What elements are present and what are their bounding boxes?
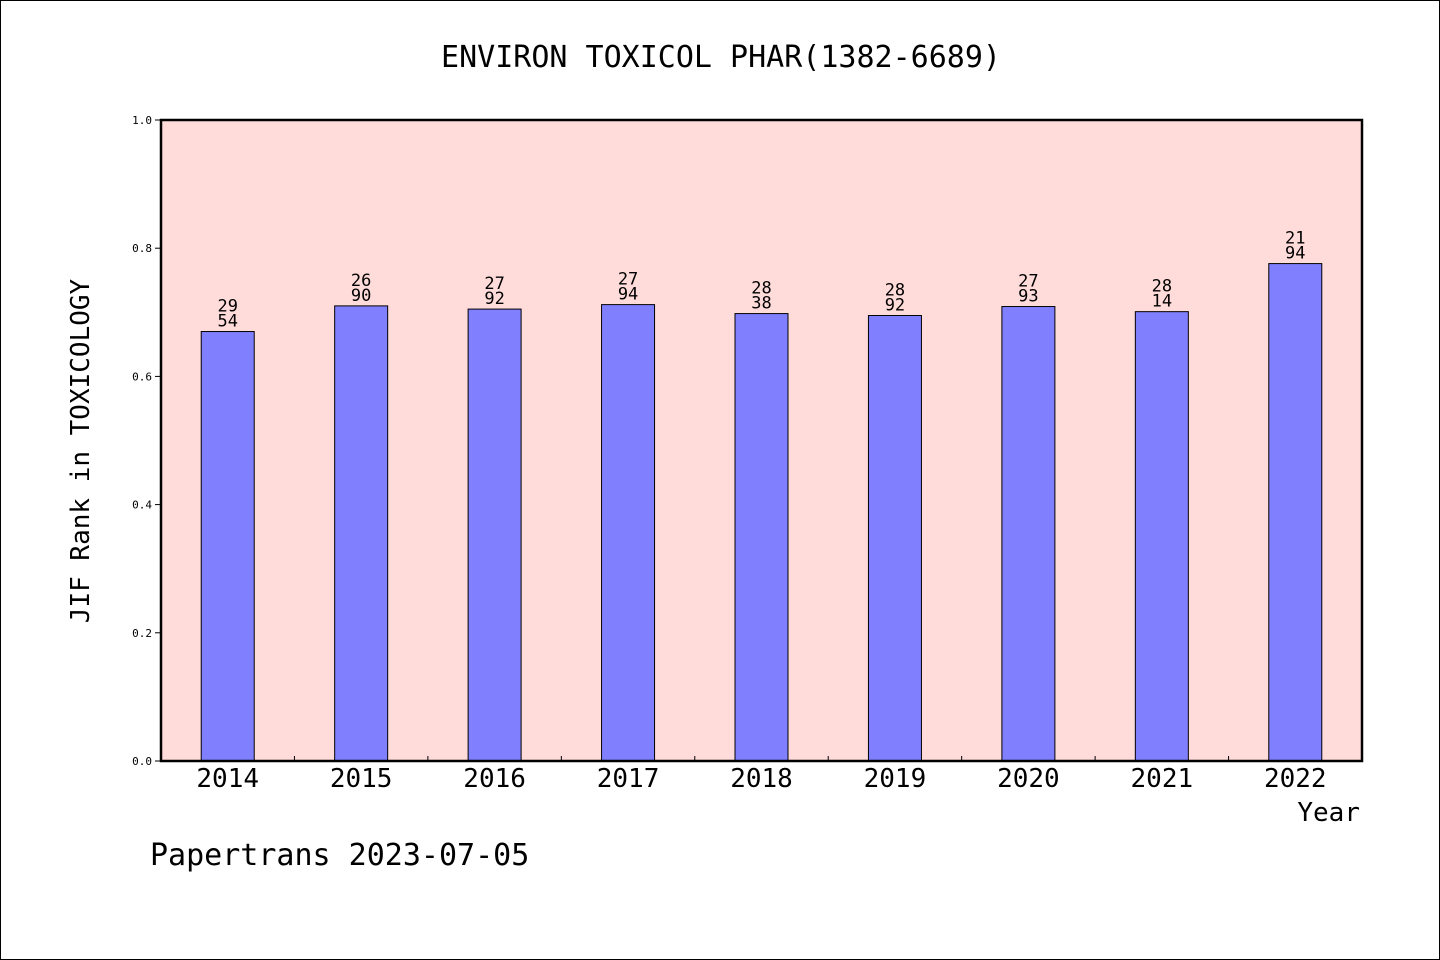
x-tick-label: 2018 — [730, 764, 793, 794]
bar-label-top: 27 — [484, 274, 504, 294]
y-tick-label: 1.0 — [132, 114, 152, 127]
bar — [467, 308, 522, 762]
bar-label-top: 21 — [1285, 229, 1305, 249]
x-axis-label: Year — [1297, 798, 1360, 828]
bar-label-bottom: 92 — [885, 296, 905, 316]
x-tick-label: 2021 — [1131, 764, 1194, 794]
bar-label-top: 29 — [217, 297, 237, 317]
chart-title: ENVIRON TOXICOL PHAR(1382-6689) — [441, 40, 1001, 75]
bar — [1268, 263, 1323, 762]
bar-label-top: 27 — [618, 270, 638, 290]
bar-label-bottom: 93 — [1018, 287, 1038, 307]
bar — [1001, 306, 1056, 762]
bar-label-bottom: 90 — [351, 286, 371, 306]
x-tick-label: 2014 — [196, 764, 259, 794]
bar-label-top: 28 — [1152, 277, 1172, 297]
x-tick-label: 2016 — [463, 764, 526, 794]
x-tick-label: 2020 — [997, 764, 1060, 794]
bar-label-bottom: 92 — [484, 289, 504, 309]
y-axis-label: JIF Rank in TOXICOLOGY — [66, 278, 96, 623]
x-tick-label: 2022 — [1264, 764, 1327, 794]
bar-label-bottom: 94 — [618, 285, 638, 305]
bar-label-top: 27 — [1018, 272, 1038, 292]
bar-label-bottom: 54 — [217, 312, 237, 332]
bar-label-top: 28 — [885, 281, 905, 301]
bar — [334, 305, 389, 762]
y-tick-label: 0.8 — [132, 242, 152, 255]
bar-label-bottom: 38 — [751, 294, 771, 314]
bar-label-top: 26 — [351, 271, 371, 291]
plot-border — [159, 118, 1364, 763]
bar-label-top: 28 — [751, 279, 771, 299]
y-tick-label: 0.6 — [132, 370, 152, 383]
x-tick-label: 2015 — [330, 764, 393, 794]
x-tick-label: 2019 — [864, 764, 927, 794]
y-tick-label: 0.0 — [132, 755, 152, 768]
x-tick-label: 2017 — [597, 764, 660, 794]
plot-area: 0.00.20.40.60.81.02954201426902015279220… — [132, 114, 1364, 794]
bar-label-bottom: 14 — [1152, 292, 1172, 312]
footer-credit: Papertrans 2023-07-05 — [150, 838, 529, 873]
y-tick-label: 0.4 — [132, 499, 152, 512]
y-tick-label: 0.2 — [132, 627, 152, 640]
bar — [1134, 311, 1189, 762]
bar — [601, 304, 656, 762]
bar-label-bottom: 94 — [1285, 244, 1305, 264]
bar — [734, 313, 789, 762]
bar — [200, 331, 255, 762]
bar — [867, 315, 922, 762]
